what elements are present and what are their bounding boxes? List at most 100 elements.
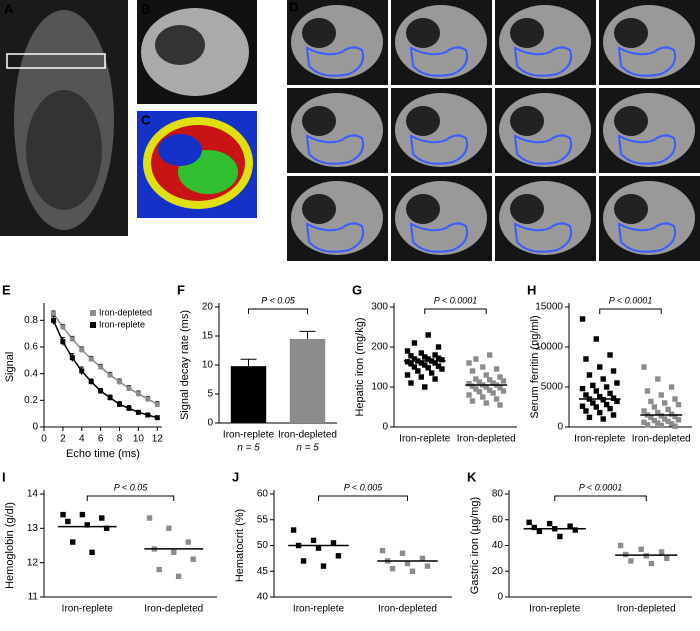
y-tick-label: 50 bbox=[257, 540, 269, 551]
point bbox=[607, 405, 613, 412]
point bbox=[486, 377, 493, 383]
point bbox=[572, 527, 578, 533]
marker bbox=[117, 379, 123, 385]
point bbox=[617, 542, 624, 549]
significance-bracket bbox=[318, 495, 408, 501]
point bbox=[408, 353, 414, 359]
x-tick-label: Iron-depleted bbox=[457, 434, 516, 445]
liver-outline bbox=[409, 134, 469, 165]
point bbox=[411, 340, 418, 346]
point bbox=[641, 408, 647, 414]
y-tick-label: 15 bbox=[202, 331, 214, 342]
point bbox=[320, 563, 327, 569]
legend-label: Iron-replete bbox=[99, 319, 145, 329]
y-tick-label: 60 bbox=[492, 514, 504, 525]
x-tick-label: 4 bbox=[79, 434, 85, 445]
y-tick-label: 0 bbox=[32, 422, 38, 433]
mri-dark bbox=[406, 18, 440, 48]
point bbox=[668, 411, 675, 417]
mri-dark bbox=[302, 106, 336, 136]
marker bbox=[135, 391, 141, 397]
point bbox=[425, 332, 431, 338]
point bbox=[658, 413, 664, 419]
p-value: P < 0.0001 bbox=[579, 482, 622, 492]
point bbox=[590, 382, 596, 389]
y-tick-label: 0.2 bbox=[24, 395, 38, 406]
point bbox=[166, 525, 172, 532]
point bbox=[310, 537, 317, 544]
marker bbox=[145, 412, 151, 418]
point bbox=[156, 566, 162, 573]
p-value: P < 0.05 bbox=[261, 295, 295, 305]
point bbox=[651, 417, 658, 424]
point bbox=[466, 392, 472, 398]
point bbox=[84, 522, 90, 528]
x-tick-label: Iron-depleted bbox=[144, 604, 203, 615]
legend-swatch bbox=[90, 310, 96, 316]
image-d: D bbox=[287, 0, 700, 261]
mri-dark bbox=[302, 194, 336, 224]
mri-dark bbox=[614, 194, 648, 224]
point bbox=[185, 539, 191, 545]
point bbox=[422, 362, 428, 368]
x-tick-label: 8 bbox=[117, 434, 123, 445]
panel-label: G bbox=[352, 282, 362, 297]
point bbox=[490, 390, 496, 396]
significance-bracket bbox=[599, 308, 662, 314]
point bbox=[614, 398, 620, 405]
panel-label: I bbox=[2, 469, 6, 484]
point bbox=[497, 402, 503, 408]
point bbox=[603, 401, 610, 408]
point bbox=[648, 560, 655, 567]
point bbox=[583, 408, 589, 414]
point bbox=[439, 357, 445, 363]
point bbox=[418, 360, 425, 366]
p-value: P < 0.0001 bbox=[609, 295, 652, 305]
mri-body bbox=[603, 181, 695, 255]
point bbox=[583, 392, 589, 398]
y-tick-label: 0 bbox=[497, 592, 503, 603]
marker bbox=[154, 415, 160, 421]
error-bar bbox=[240, 358, 257, 367]
point bbox=[661, 400, 668, 406]
marker bbox=[145, 396, 151, 402]
x-tick-label: 6 bbox=[98, 434, 104, 445]
x-tick-label: Iron-replete bbox=[399, 434, 451, 445]
point bbox=[628, 558, 634, 564]
point bbox=[644, 421, 651, 428]
point bbox=[597, 409, 603, 416]
point bbox=[607, 352, 613, 358]
y-tick-label: 11 bbox=[28, 592, 39, 603]
point bbox=[418, 350, 425, 356]
y-tick-label: 40 bbox=[492, 540, 504, 551]
y-tick-label: 12 bbox=[27, 557, 39, 568]
marker bbox=[50, 317, 56, 323]
point bbox=[473, 356, 479, 362]
point bbox=[641, 419, 647, 425]
mri-dark bbox=[614, 106, 648, 136]
y-tick-label: 0 bbox=[382, 422, 388, 433]
y-tick-label: 0.6 bbox=[24, 342, 38, 353]
y-tick-label: 10000 bbox=[535, 342, 563, 353]
liver-outline bbox=[617, 134, 677, 165]
point bbox=[70, 539, 76, 545]
point bbox=[103, 525, 110, 532]
point bbox=[610, 368, 617, 374]
marker bbox=[98, 364, 104, 370]
point bbox=[583, 356, 589, 362]
point bbox=[672, 396, 678, 402]
y-tick-label: 20 bbox=[492, 566, 504, 577]
x-tick-label: 0 bbox=[41, 434, 47, 445]
point bbox=[497, 385, 503, 391]
x-tick-label: Iron-depleted bbox=[617, 604, 676, 615]
point bbox=[146, 515, 153, 521]
point bbox=[526, 519, 532, 526]
point bbox=[593, 388, 600, 394]
point bbox=[483, 384, 489, 390]
y-axis-label: Hematocrit (%) bbox=[234, 509, 246, 582]
point bbox=[597, 393, 603, 400]
y-axis-label: Signal bbox=[4, 352, 16, 383]
x-tick-label: Iron-replete bbox=[293, 604, 345, 615]
point bbox=[500, 378, 507, 384]
